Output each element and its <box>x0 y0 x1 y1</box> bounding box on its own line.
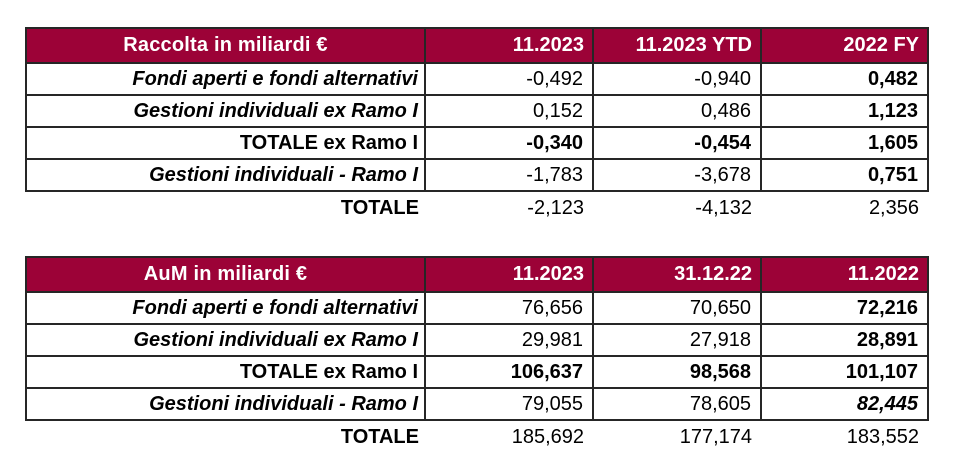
table-row: Gestioni individuali ex Ramo I 29,981 27… <box>25 323 929 357</box>
value-cell: 72,216 <box>760 291 929 325</box>
total-value-cell: 2,356 <box>868 197 919 219</box>
value-cell: 27,918 <box>592 323 762 357</box>
row-label: TOTALE ex Ramo I <box>25 126 426 160</box>
table-total-row: TOTALE -2,123 -4,132 2,356 <box>26 191 928 225</box>
table-total-row: TOTALE 185,692 177,174 183,552 <box>26 420 928 454</box>
value-cell: -0,340 <box>424 126 594 160</box>
row-label: TOTALE ex Ramo I <box>25 355 426 389</box>
value-cell: 1,605 <box>760 126 929 160</box>
row-label: Gestioni individuali - Ramo I <box>25 387 426 421</box>
value-cell: 70,650 <box>592 291 762 325</box>
row-label: Fondi aperti e fondi alternativi <box>25 291 426 325</box>
value-cell: -1,783 <box>424 158 594 192</box>
table-row: Fondi aperti e fondi alternativi -0,492 … <box>25 62 929 96</box>
value-cell: 1,123 <box>760 94 929 128</box>
financial-report-page: Raccolta in miliardi € 11.2023 11.2023 Y… <box>25 27 929 454</box>
table-row: Fondi aperti e fondi alternativi 76,656 … <box>25 291 929 325</box>
value-cell: 98,568 <box>592 355 762 389</box>
row-label: Gestioni individuali ex Ramo I <box>25 94 426 128</box>
value-cell: 29,981 <box>424 323 594 357</box>
value-cell: -0,492 <box>424 62 594 96</box>
table-row-subtotal: TOTALE ex Ramo I 106,637 98,568 101,107 <box>25 355 929 389</box>
table-row: Gestioni individuali - Ramo I -1,783 -3,… <box>25 158 929 192</box>
value-cell: 0,152 <box>424 94 594 128</box>
raccolta-table-title: Raccolta in miliardi € <box>25 27 426 64</box>
value-cell: 101,107 <box>760 355 929 389</box>
aum-table-title: AuM in miliardi € <box>25 256 426 293</box>
total-value-cell: -4,132 <box>695 197 752 219</box>
value-cell: -0,454 <box>592 126 762 160</box>
total-label: TOTALE <box>340 426 419 448</box>
raccolta-col-header-2: 11.2023 YTD <box>592 27 762 64</box>
aum-header-row: AuM in miliardi € 11.2023 31.12.22 11.20… <box>25 256 929 293</box>
total-value-cell: 183,552 <box>846 426 919 448</box>
value-cell: 106,637 <box>424 355 594 389</box>
value-cell: -0,940 <box>592 62 762 96</box>
total-value-cell: 185,692 <box>511 426 584 448</box>
aum-col-header-2: 31.12.22 <box>592 256 762 293</box>
value-cell: 82,445 <box>760 387 929 421</box>
raccolta-table: Raccolta in miliardi € 11.2023 11.2023 Y… <box>25 27 929 225</box>
value-cell: 76,656 <box>424 291 594 325</box>
value-cell: 0,486 <box>592 94 762 128</box>
table-row-subtotal: TOTALE ex Ramo I -0,340 -0,454 1,605 <box>25 126 929 160</box>
row-label: Gestioni individuali ex Ramo I <box>25 323 426 357</box>
table-row: Gestioni individuali - Ramo I 79,055 78,… <box>25 387 929 421</box>
value-cell: 79,055 <box>424 387 594 421</box>
value-cell: 0,751 <box>760 158 929 192</box>
aum-col-header-1: 11.2023 <box>424 256 594 293</box>
value-cell: 78,605 <box>592 387 762 421</box>
value-cell: 28,891 <box>760 323 929 357</box>
row-label: Gestioni individuali - Ramo I <box>25 158 426 192</box>
total-label: TOTALE <box>340 197 419 219</box>
aum-table: AuM in miliardi € 11.2023 31.12.22 11.20… <box>25 256 929 454</box>
total-value-cell: 177,174 <box>679 426 752 448</box>
value-cell: -3,678 <box>592 158 762 192</box>
row-label: Fondi aperti e fondi alternativi <box>25 62 426 96</box>
raccolta-header-row: Raccolta in miliardi € 11.2023 11.2023 Y… <box>25 27 929 64</box>
raccolta-col-header-3: 2022 FY <box>760 27 929 64</box>
raccolta-col-header-1: 11.2023 <box>424 27 594 64</box>
table-row: Gestioni individuali ex Ramo I 0,152 0,4… <box>25 94 929 128</box>
total-value-cell: -2,123 <box>527 197 584 219</box>
value-cell: 0,482 <box>760 62 929 96</box>
aum-col-header-3: 11.2022 <box>760 256 929 293</box>
